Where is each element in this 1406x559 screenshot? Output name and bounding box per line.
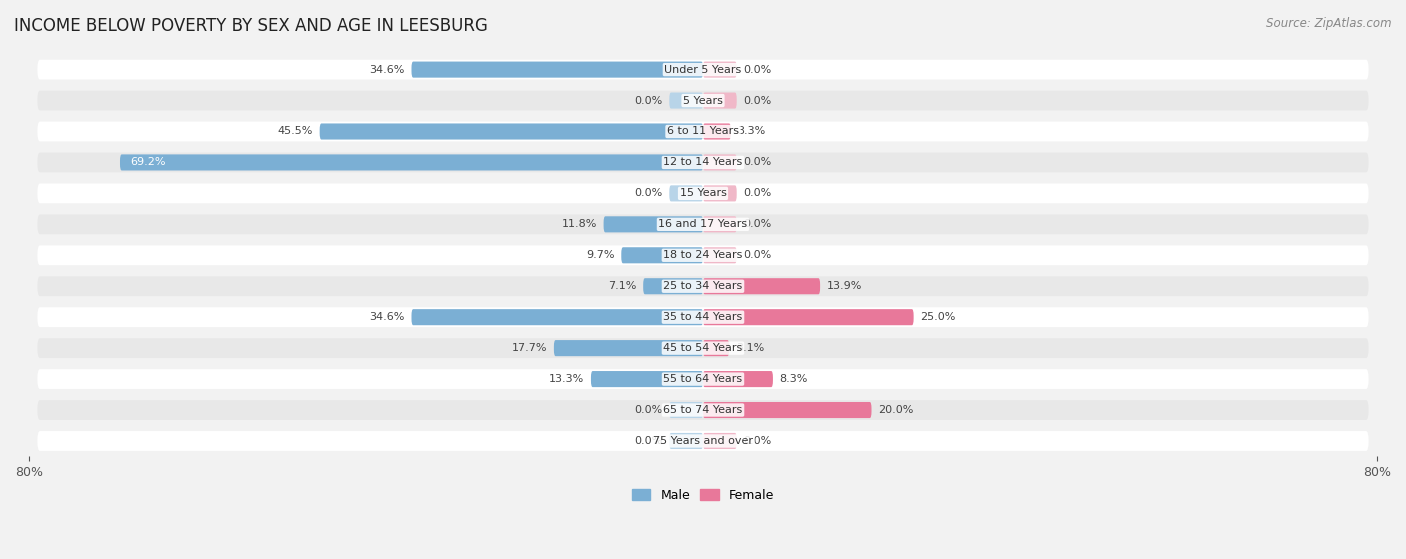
Text: 12 to 14 Years: 12 to 14 Years xyxy=(664,158,742,168)
Text: 45.5%: 45.5% xyxy=(277,126,314,136)
Text: 34.6%: 34.6% xyxy=(370,65,405,74)
FancyBboxPatch shape xyxy=(703,216,737,233)
Text: 3.3%: 3.3% xyxy=(738,126,766,136)
FancyBboxPatch shape xyxy=(669,402,703,418)
FancyBboxPatch shape xyxy=(703,433,737,449)
FancyBboxPatch shape xyxy=(669,92,703,108)
FancyBboxPatch shape xyxy=(703,247,737,263)
FancyBboxPatch shape xyxy=(603,216,703,233)
FancyBboxPatch shape xyxy=(591,371,703,387)
Text: 55 to 64 Years: 55 to 64 Years xyxy=(664,374,742,384)
Text: 15 Years: 15 Years xyxy=(679,188,727,198)
FancyBboxPatch shape xyxy=(703,124,731,140)
Text: 75 Years and over: 75 Years and over xyxy=(652,436,754,446)
FancyBboxPatch shape xyxy=(703,186,737,201)
Text: 18 to 24 Years: 18 to 24 Years xyxy=(664,250,742,260)
FancyBboxPatch shape xyxy=(703,340,730,356)
Text: 0.0%: 0.0% xyxy=(744,158,772,168)
Text: 8.3%: 8.3% xyxy=(780,374,808,384)
Text: 0.0%: 0.0% xyxy=(634,188,662,198)
Text: 0.0%: 0.0% xyxy=(744,65,772,74)
Text: 16 and 17 Years: 16 and 17 Years xyxy=(658,219,748,229)
FancyBboxPatch shape xyxy=(38,215,1368,234)
Text: INCOME BELOW POVERTY BY SEX AND AGE IN LEESBURG: INCOME BELOW POVERTY BY SEX AND AGE IN L… xyxy=(14,17,488,35)
Text: 25.0%: 25.0% xyxy=(921,312,956,322)
FancyBboxPatch shape xyxy=(669,186,703,201)
FancyBboxPatch shape xyxy=(319,124,703,140)
FancyBboxPatch shape xyxy=(38,91,1368,111)
FancyBboxPatch shape xyxy=(38,122,1368,141)
FancyBboxPatch shape xyxy=(38,400,1368,420)
Text: 0.0%: 0.0% xyxy=(744,96,772,106)
Text: 35 to 44 Years: 35 to 44 Years xyxy=(664,312,742,322)
Text: 7.1%: 7.1% xyxy=(607,281,637,291)
FancyBboxPatch shape xyxy=(669,433,703,449)
Text: 0.0%: 0.0% xyxy=(634,405,662,415)
Text: 13.3%: 13.3% xyxy=(548,374,585,384)
Text: Source: ZipAtlas.com: Source: ZipAtlas.com xyxy=(1267,17,1392,30)
Text: 0.0%: 0.0% xyxy=(744,250,772,260)
Text: 0.0%: 0.0% xyxy=(634,436,662,446)
Text: 0.0%: 0.0% xyxy=(744,188,772,198)
FancyBboxPatch shape xyxy=(703,402,872,418)
FancyBboxPatch shape xyxy=(703,61,737,78)
FancyBboxPatch shape xyxy=(38,183,1368,203)
FancyBboxPatch shape xyxy=(38,153,1368,172)
FancyBboxPatch shape xyxy=(38,338,1368,358)
FancyBboxPatch shape xyxy=(38,245,1368,265)
FancyBboxPatch shape xyxy=(38,369,1368,389)
FancyBboxPatch shape xyxy=(554,340,703,356)
Text: 45 to 54 Years: 45 to 54 Years xyxy=(664,343,742,353)
Text: 9.7%: 9.7% xyxy=(586,250,614,260)
FancyBboxPatch shape xyxy=(120,154,703,170)
FancyBboxPatch shape xyxy=(703,92,737,108)
FancyBboxPatch shape xyxy=(643,278,703,294)
FancyBboxPatch shape xyxy=(703,278,820,294)
Text: Under 5 Years: Under 5 Years xyxy=(665,65,741,74)
Text: 3.1%: 3.1% xyxy=(735,343,763,353)
Text: 13.9%: 13.9% xyxy=(827,281,862,291)
Text: 65 to 74 Years: 65 to 74 Years xyxy=(664,405,742,415)
FancyBboxPatch shape xyxy=(703,371,773,387)
Text: 5 Years: 5 Years xyxy=(683,96,723,106)
Legend: Male, Female: Male, Female xyxy=(627,484,779,506)
FancyBboxPatch shape xyxy=(412,61,703,78)
FancyBboxPatch shape xyxy=(38,276,1368,296)
Text: 20.0%: 20.0% xyxy=(879,405,914,415)
Text: 0.0%: 0.0% xyxy=(634,96,662,106)
Text: 0.0%: 0.0% xyxy=(744,219,772,229)
Text: 6 to 11 Years: 6 to 11 Years xyxy=(666,126,740,136)
Text: 17.7%: 17.7% xyxy=(512,343,547,353)
Text: 34.6%: 34.6% xyxy=(370,312,405,322)
FancyBboxPatch shape xyxy=(38,60,1368,79)
FancyBboxPatch shape xyxy=(38,431,1368,451)
FancyBboxPatch shape xyxy=(621,247,703,263)
FancyBboxPatch shape xyxy=(703,309,914,325)
Text: 0.0%: 0.0% xyxy=(744,436,772,446)
Text: 69.2%: 69.2% xyxy=(131,158,166,168)
FancyBboxPatch shape xyxy=(38,307,1368,327)
FancyBboxPatch shape xyxy=(703,154,737,170)
Text: 25 to 34 Years: 25 to 34 Years xyxy=(664,281,742,291)
Text: 11.8%: 11.8% xyxy=(561,219,596,229)
FancyBboxPatch shape xyxy=(412,309,703,325)
